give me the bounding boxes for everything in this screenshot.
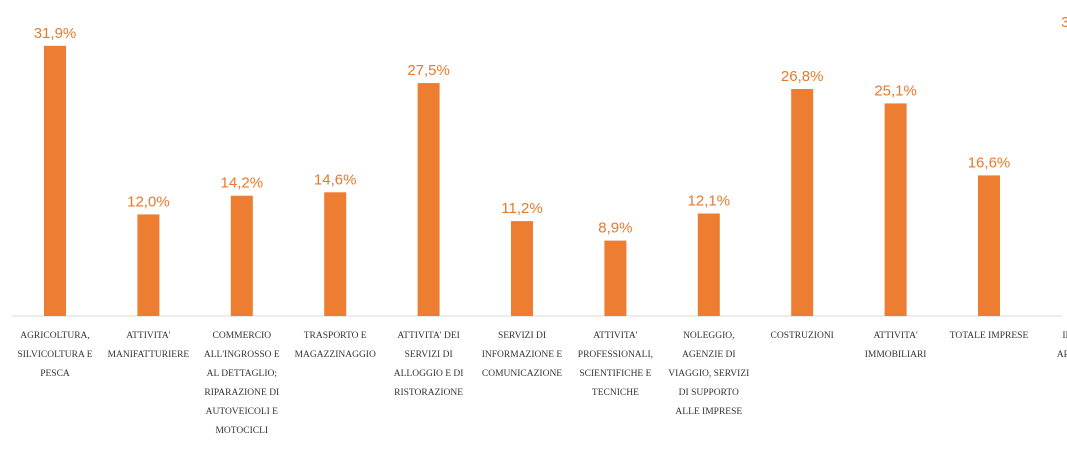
bars-group	[44, 45, 1000, 317]
value-label: 16,6%	[968, 154, 1011, 171]
category-label-line: ATTIVITA'	[593, 331, 638, 341]
category-label-line: COSTRUZIONI	[771, 331, 834, 341]
category-label-line: ATTIVITA' DEI	[397, 331, 459, 341]
bar	[697, 213, 720, 316]
value-label: 12,1%	[688, 193, 731, 210]
category-label-line: SILVICOLTURA E	[17, 350, 92, 360]
category-label-line: PESCA	[40, 369, 70, 379]
category-label-line: NOLEGGIO,	[683, 331, 734, 341]
category-label: ATTIVITA' MANIFATTURIERE	[108, 331, 190, 360]
value-label: 33,2%	[1061, 14, 1067, 31]
bar	[417, 83, 440, 316]
category-label-line: COMUNICAZIONE	[482, 369, 562, 379]
category-label-line: DI SUPPORTO	[679, 388, 739, 398]
category-label-line: MAGAZZINAGGIO	[295, 350, 376, 360]
value-labels-group: 31,9% 12,0% 14,2% 14,6% 27,5% 11,2% 8,9% 12,1% 2…	[34, 14, 1067, 237]
category-label-line: IMMOBILIARI	[865, 350, 927, 360]
category-label: IMPRESE ARTIGIANE	[1057, 331, 1067, 360]
value-label: 14,2%	[221, 175, 264, 192]
value-label: 12,0%	[127, 193, 170, 210]
value-label: 8,9%	[598, 220, 632, 237]
bar	[884, 103, 907, 317]
category-label: TRASPORTO E MAGAZZINAGGIO	[295, 331, 376, 360]
category-label-line: ARTIGIANE	[1057, 350, 1067, 360]
category-label-line: AGENZIE DI	[682, 350, 736, 360]
category-label-line: SERVIZI DI	[498, 331, 546, 341]
category-label-line: TECNICHE	[592, 388, 639, 398]
category-label: ATTIVITA' PROFESSIONALI, SCIENTIFICHE E TEC…	[578, 331, 653, 398]
category-label-line: ALL'INGROSSO E	[204, 350, 280, 360]
category-label-line: SCIENTIFICHE E	[579, 369, 651, 379]
category-label-line: AUTOVEICOLI E	[206, 407, 279, 417]
category-label-line: SERVIZI DI	[405, 350, 453, 360]
category-label-line: TRASPORTO E	[304, 331, 367, 341]
category-label-line: VIAGGIO, SERVIZI	[668, 369, 749, 379]
category-label-line: ALLOGGIO E DI	[394, 369, 464, 379]
bar	[511, 221, 533, 316]
value-label: 26,8%	[781, 68, 824, 85]
category-label: COMMERCIO ALL'INGROSSO E AL DETTAGLIO; RIPA…	[204, 331, 280, 436]
value-label: 11,2%	[501, 200, 542, 217]
bar	[230, 195, 253, 316]
category-label: NOLEGGIO, AGENZIE DI VIAGGIO, SERVIZI DI SU…	[668, 331, 749, 417]
category-label-line: ATTIVITA'	[873, 331, 918, 341]
category-label-line: INFORMAZIONE E	[482, 350, 563, 360]
category-label-line: COMMERCIO	[213, 331, 272, 341]
category-label: COSTRUZIONI	[771, 331, 834, 341]
bar	[324, 192, 347, 316]
value-label: 14,6%	[314, 171, 357, 188]
value-label: 25,1%	[874, 82, 917, 99]
bar	[604, 240, 627, 316]
category-label-line: TOTALE IMPRESE	[950, 331, 1029, 341]
bar	[791, 89, 814, 316]
value-label: 27,5%	[407, 62, 450, 79]
category-label-line: PROFESSIONALI,	[578, 350, 653, 360]
category-label-line: ATTIVITA'	[126, 331, 171, 341]
category-label-line: AGRICOLTURA,	[20, 331, 90, 341]
category-label-line: MANIFATTURIERE	[108, 350, 190, 360]
bar	[978, 175, 1000, 316]
category-label-line: AL DETTAGLIO;	[207, 369, 277, 379]
category-label: AGRICOLTURA, SILVICOLTURA E PESCA	[17, 331, 92, 379]
category-label: ATTIVITA' DEI SERVIZI DI ALLOGGIO E DI RIST…	[394, 331, 464, 398]
category-label-line: RIPARAZIONE DI	[204, 388, 279, 398]
category-label: ATTIVITA' IMMOBILIARI	[865, 331, 927, 360]
category-label-line: ALLE IMPRESE	[675, 407, 742, 417]
bar	[137, 214, 160, 316]
category-label-line: RISTORAZIONE	[394, 388, 463, 398]
category-label: SERVIZI DI INFORMAZIONE E COMUNICAZIONE	[482, 331, 563, 379]
bar	[44, 45, 66, 317]
category-labels-group: AGRICOLTURA, SILVICOLTURA E PESCA ATTIVITA'…	[17, 331, 1067, 436]
category-label: TOTALE IMPRESE	[950, 331, 1029, 341]
category-label-line: MOTOCICLI	[215, 426, 268, 436]
category-label-line: IMPRESE	[1062, 331, 1067, 341]
value-label: 31,9%	[34, 25, 77, 42]
